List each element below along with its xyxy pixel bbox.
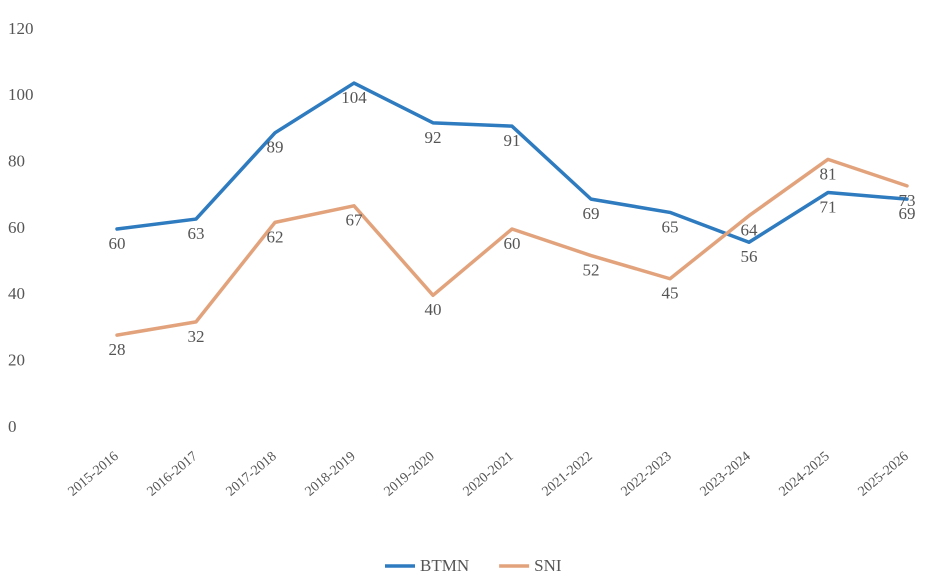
data-label: 62 <box>267 227 284 246</box>
data-label: 45 <box>662 284 679 303</box>
series-line <box>115 81 909 245</box>
y-tick-label: 20 <box>8 351 25 370</box>
x-tick-label: 2024-2025 <box>777 449 833 499</box>
y-tick-label: 120 <box>8 19 34 38</box>
x-tick-label: 2022-2023 <box>619 449 675 499</box>
data-label: 71 <box>820 197 837 216</box>
y-tick-label: 0 <box>8 417 17 436</box>
x-tick-label: 2021-2022 <box>540 449 596 499</box>
data-label: 60 <box>109 234 126 253</box>
x-tick-label: 2017-2018 <box>224 449 280 499</box>
data-label: 91 <box>504 131 521 150</box>
data-label: 64 <box>741 221 759 240</box>
data-label: 69 <box>899 204 916 223</box>
data-label: 56 <box>741 247 758 266</box>
data-label: 69 <box>583 204 600 223</box>
data-label: 104 <box>341 88 367 107</box>
data-label: 81 <box>820 164 837 183</box>
y-tick-label: 80 <box>8 152 25 171</box>
x-tick-label: 2023-2024 <box>698 449 754 499</box>
x-tick-label: 2020-2021 <box>461 449 517 499</box>
series-line <box>115 157 909 337</box>
data-label: 32 <box>188 327 205 346</box>
legend-label: BTMN <box>420 556 469 575</box>
data-label: 40 <box>425 300 442 319</box>
data-label: 89 <box>267 138 284 157</box>
data-label: 65 <box>662 217 679 236</box>
x-tick-label: 2015-2016 <box>66 449 122 499</box>
x-tick-label: 2019-2020 <box>382 449 438 499</box>
data-label: 92 <box>425 128 442 147</box>
x-tick-label: 2025-2026 <box>856 449 912 499</box>
legend-label: SNI <box>534 556 562 575</box>
data-label: 52 <box>583 260 600 279</box>
data-label: 63 <box>188 224 205 243</box>
x-tick-label: 2016-2017 <box>145 449 201 499</box>
data-label: 73 <box>899 191 916 210</box>
x-tick-label: 2018-2019 <box>303 449 359 499</box>
y-tick-label: 40 <box>8 284 25 303</box>
data-label: 60 <box>504 234 521 253</box>
y-tick-label: 100 <box>8 85 34 104</box>
y-tick-label: 60 <box>8 218 25 237</box>
data-label: 67 <box>346 211 364 230</box>
data-label: 28 <box>109 340 126 359</box>
